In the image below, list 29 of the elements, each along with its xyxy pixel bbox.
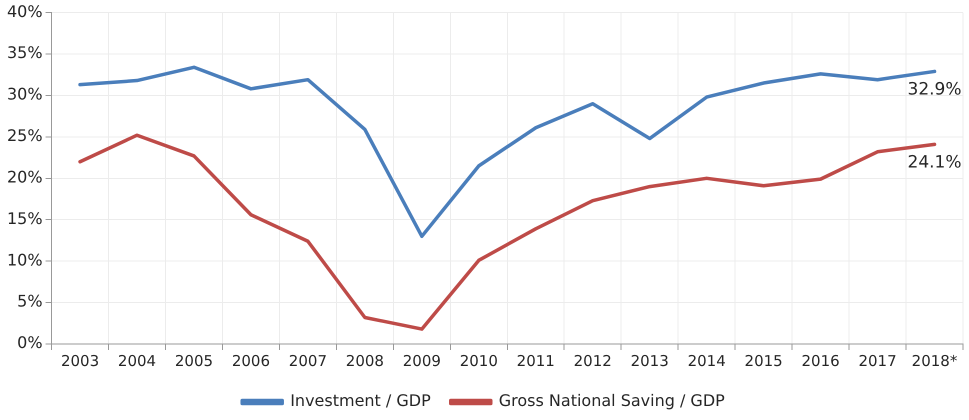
y-tick-label: 40%	[7, 2, 43, 21]
x-tick-label: 2012	[574, 352, 612, 370]
x-tick-label: 2008	[346, 352, 384, 370]
y-tick-label: 20%	[7, 167, 43, 186]
y-tick-label: 10%	[7, 250, 43, 270]
x-tick-label: 2009	[402, 352, 441, 370]
x-tick-label: 2005	[174, 352, 214, 370]
x-tick-label: 2004	[118, 352, 156, 370]
x-tick-label: 2007	[288, 352, 327, 370]
y-tick-label: 25%	[7, 126, 43, 146]
data-label: 24.1%	[908, 152, 962, 172]
x-tick-label: 2018*	[912, 352, 958, 370]
x-tick-label: 2011	[516, 352, 555, 370]
y-tick-label: 35%	[7, 43, 43, 62]
x-tick-label: 2003	[60, 352, 100, 370]
legend-label: Investment / GDP	[290, 391, 432, 410]
x-tick-label: 2017	[858, 352, 897, 370]
data-label: 32.9%	[908, 79, 962, 100]
x-tick-label: 2010	[460, 352, 498, 370]
y-tick-label: 0%	[17, 333, 43, 352]
legend-label: Gross National Saving / GDP	[498, 391, 726, 410]
y-tick-label: 5%	[17, 292, 43, 311]
x-tick-label: 2016	[801, 352, 840, 370]
y-tick-label: 15%	[7, 208, 43, 228]
y-tick-label: 30%	[7, 84, 43, 104]
x-tick-label: 2014	[688, 352, 726, 370]
x-tick-label: 2006	[232, 352, 270, 370]
x-tick-label: 2015	[744, 352, 783, 370]
x-tick-label: 2013	[630, 352, 669, 370]
